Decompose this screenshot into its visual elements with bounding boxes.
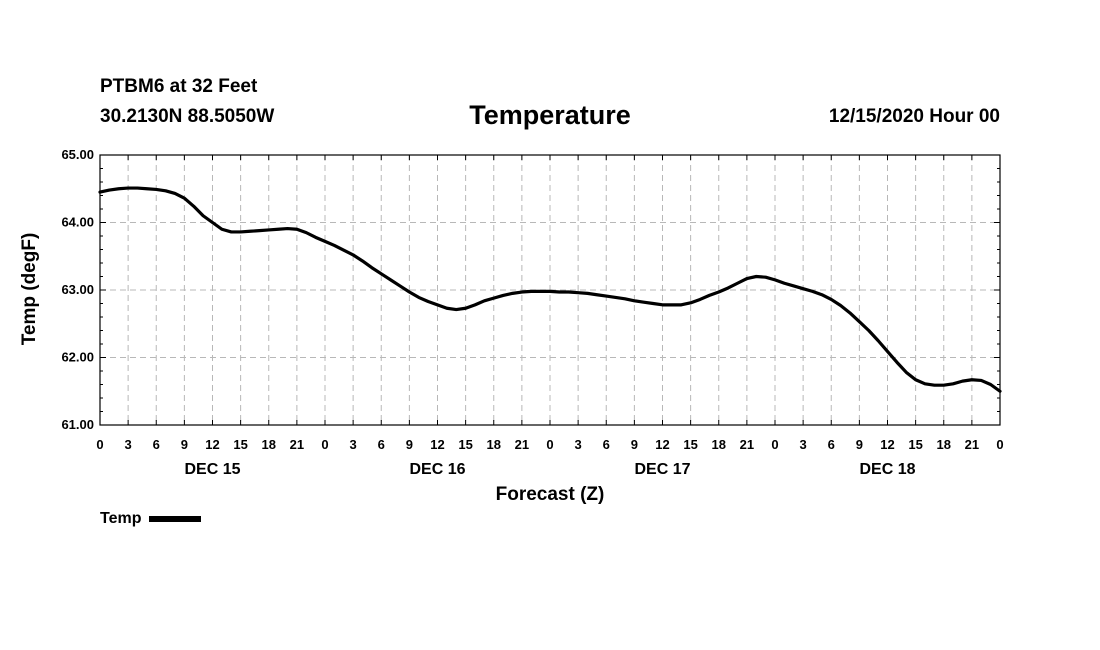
x-tick-label: 21 (740, 437, 754, 452)
x-axis-title: Forecast (Z) (496, 484, 605, 505)
x-day-label: DEC 15 (184, 461, 240, 478)
x-tick-label: 3 (350, 437, 357, 452)
x-tick-label: 0 (96, 437, 103, 452)
x-tick-label: 12 (205, 437, 219, 452)
x-tick-label: 0 (321, 437, 328, 452)
x-tick-label: 12 (430, 437, 444, 452)
x-tick-label: 15 (233, 437, 247, 452)
x-tick-label: 12 (655, 437, 669, 452)
station-name: PTBM6 at 32 Feet (100, 76, 258, 97)
x-tick-label: 6 (603, 437, 610, 452)
x-tick-label: 3 (125, 437, 132, 452)
x-tick-label: 9 (856, 437, 863, 452)
x-tick-label: 15 (908, 437, 922, 452)
legend: Temp (100, 510, 202, 528)
x-tick-label: 3 (800, 437, 807, 452)
x-tick-label: 6 (828, 437, 835, 452)
x-tick-label: 21 (290, 437, 304, 452)
x-tick-label: 6 (378, 437, 385, 452)
x-tick-label: 6 (153, 437, 160, 452)
x-tick-label: 0 (996, 437, 1003, 452)
x-tick-label: 18 (712, 437, 726, 452)
x-tick-label: 3 (575, 437, 582, 452)
x-tick-label: 0 (546, 437, 553, 452)
x-tick-label: 21 (965, 437, 979, 452)
x-tick-label: 18 (262, 437, 276, 452)
x-tick-label: 15 (683, 437, 697, 452)
x-tick-label: 12 (880, 437, 894, 452)
x-tick-label: 9 (631, 437, 638, 452)
x-tick-label: 9 (406, 437, 413, 452)
y-tick-label: 64.00 (61, 215, 94, 230)
x-tick-label: 18 (487, 437, 501, 452)
legend-label: Temp (100, 510, 142, 527)
x-day-label: DEC 18 (859, 461, 915, 478)
x-day-label: DEC 17 (634, 461, 690, 478)
y-tick-label: 63.00 (61, 282, 94, 297)
x-day-label: DEC 16 (409, 461, 465, 478)
y-tick-label: 61.00 (61, 417, 94, 432)
x-tick-label: 9 (181, 437, 188, 452)
chart-title: Temperature (469, 100, 631, 130)
station-coordinates: 30.2130N 88.5050W (100, 106, 275, 127)
x-tick-label: 15 (458, 437, 472, 452)
series-line-temp (98, 186, 1002, 393)
run-timestamp: 12/15/2020 Hour 00 (828, 106, 1000, 127)
y-axis-title: Temp (degF) (19, 233, 40, 346)
y-tick-label: 62.00 (61, 350, 94, 365)
x-tick-label: 21 (515, 437, 529, 452)
y-tick-label: 65.00 (61, 147, 94, 162)
x-tick-label: 0 (771, 437, 778, 452)
x-tick-label: 18 (937, 437, 951, 452)
legend-line-swatch (149, 516, 202, 522)
